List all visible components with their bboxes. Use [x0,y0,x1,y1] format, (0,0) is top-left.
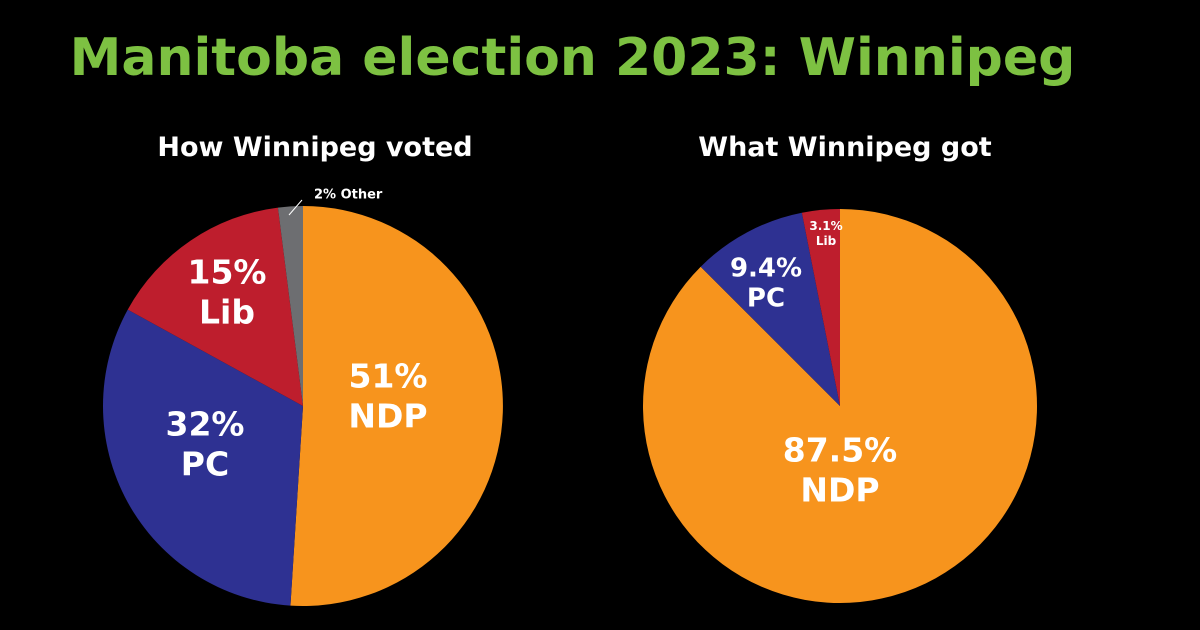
pie-slice-ndp [290,206,503,606]
pie-slice-ndp [643,209,1038,603]
slice-name-ndp: NDP [800,471,879,510]
pie-slice-pc [700,212,840,406]
chart-title-votes: How Winnipeg voted [157,132,473,163]
slice-value-ndp: 51% [349,357,428,396]
slice-value-lib: 3.1% [809,219,842,233]
slice-name-pc: PC [747,284,785,314]
slice-value-pc: 9.4% [730,254,802,284]
pie-slice-lib [801,209,840,406]
slice-name-ndp: NDP [348,397,427,436]
pie-slice-pc [102,309,304,606]
pie-chart-2: 87.5%NDP 9.4%PC 3.1%Lib [643,209,1038,603]
slice-name-lib: Lib [199,293,255,332]
pie-slice-lib [127,207,304,406]
slice-value-ndp: 87.5% [783,431,898,470]
slice-name-pc: PC [181,445,229,484]
slice-value-lib: 15% [188,253,267,292]
slice-name-lib: Lib [816,234,837,248]
slice-label-other: 2% Other [314,188,383,203]
page-title: Manitoba election 2023: Winnipeg [69,28,1076,88]
pie-slice-other [277,206,303,406]
callout-line-other [288,199,303,216]
pie-chart-1: 51%NDP 32%PC 15%Lib 2% Other [102,188,503,606]
chart-title-seats: What Winnipeg got [698,132,992,163]
slice-value-pc: 32% [166,405,245,444]
